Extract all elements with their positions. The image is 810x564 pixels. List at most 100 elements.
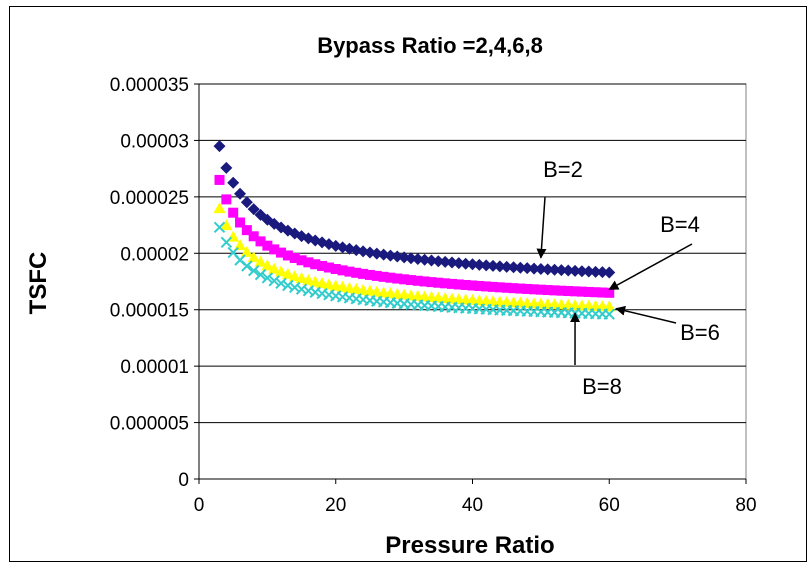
data-point xyxy=(220,161,233,174)
data-point xyxy=(398,251,411,264)
y-tick-label: 0.00001 xyxy=(120,357,189,378)
data-point xyxy=(535,284,546,295)
data-point xyxy=(268,275,280,287)
data-point xyxy=(282,279,294,292)
data-point xyxy=(247,265,260,277)
data-point xyxy=(466,258,479,271)
y-tick-label: 0.00002 xyxy=(120,244,189,265)
x-tick-label: 0 xyxy=(194,495,205,516)
data-point xyxy=(364,269,375,280)
data-point xyxy=(596,266,609,279)
data-point xyxy=(337,265,348,276)
data-point xyxy=(480,259,493,272)
data-point xyxy=(295,272,308,284)
data-point xyxy=(556,285,567,296)
data-point xyxy=(323,262,334,273)
data-point xyxy=(302,273,315,285)
data-point xyxy=(500,260,513,273)
data-point xyxy=(514,261,527,274)
data-point xyxy=(282,250,293,261)
data-point xyxy=(247,203,260,216)
data-point xyxy=(392,273,403,284)
data-point xyxy=(371,270,382,281)
y-tick-label: 0.000005 xyxy=(110,414,189,435)
data-point xyxy=(275,265,288,277)
y-tick-label: 0.000015 xyxy=(110,301,189,322)
data-point xyxy=(576,286,587,297)
data-point xyxy=(261,272,274,284)
data-point xyxy=(542,285,553,296)
data-point xyxy=(289,281,301,294)
data-point xyxy=(255,236,266,247)
x-tick-label: 80 xyxy=(735,495,756,516)
data-point xyxy=(322,278,335,290)
data-point xyxy=(296,255,307,266)
data-point xyxy=(446,278,457,289)
data-point xyxy=(268,262,281,274)
y-axis-ticks: 0 0.000005 0.00001 0.000015 0.00002 0.000025 0… xyxy=(110,75,199,491)
data-point xyxy=(309,275,322,287)
series-b4 xyxy=(214,174,615,298)
series-b8 xyxy=(213,221,615,320)
x-tick-label: 60 xyxy=(599,495,620,516)
data-point xyxy=(235,217,246,228)
data-point xyxy=(227,176,240,189)
y-axis-title: TSFC xyxy=(25,252,52,315)
data-point xyxy=(214,174,225,185)
data-point xyxy=(228,207,239,218)
data-point xyxy=(330,263,341,274)
data-point xyxy=(213,140,226,153)
data-point xyxy=(555,264,568,277)
data-point xyxy=(488,281,499,292)
annotation-layer: B=2 B=4 B=6 B=8 xyxy=(536,157,720,399)
data-point xyxy=(404,252,417,265)
y-tick-label: 0 xyxy=(178,470,189,491)
data-point xyxy=(234,187,247,200)
data-point xyxy=(241,225,252,236)
data-point xyxy=(583,286,594,297)
data-point xyxy=(541,263,554,276)
data-point xyxy=(453,279,464,290)
data-point xyxy=(440,278,451,289)
data-point xyxy=(275,277,287,289)
data-point xyxy=(445,256,458,269)
data-point xyxy=(295,283,308,295)
data-point xyxy=(377,248,390,261)
data-point xyxy=(590,287,601,298)
data-point xyxy=(240,196,253,209)
data-point xyxy=(508,283,519,294)
data-point xyxy=(405,275,416,286)
data-point xyxy=(269,244,280,255)
data-point xyxy=(597,287,608,298)
data-point xyxy=(288,270,301,282)
data-point xyxy=(474,280,485,291)
data-point xyxy=(254,255,267,267)
data-point xyxy=(316,276,329,288)
data-point xyxy=(563,286,574,297)
data-point xyxy=(481,281,492,292)
data-point xyxy=(254,268,267,281)
data-point xyxy=(515,283,526,294)
annotation-label: B=2 xyxy=(543,157,583,182)
data-point xyxy=(378,271,389,282)
data-point xyxy=(569,264,582,277)
data-point xyxy=(411,253,424,266)
data-point xyxy=(276,247,287,258)
series-b6 xyxy=(213,202,616,312)
data-point xyxy=(220,236,233,249)
data-point xyxy=(575,265,588,278)
chart-title: Bypass Ratio =2,4,6,8 xyxy=(317,33,543,58)
data-point xyxy=(418,253,431,266)
x-axis-title: Pressure Ratio xyxy=(385,532,554,559)
data-point xyxy=(358,268,369,279)
data-point xyxy=(317,260,328,271)
annotation-label: B=8 xyxy=(582,374,622,399)
series-layer xyxy=(213,140,616,320)
annotation-arrow xyxy=(615,305,677,324)
data-point xyxy=(399,274,410,285)
data-point xyxy=(452,257,465,270)
data-point xyxy=(303,257,314,268)
data-point xyxy=(433,277,444,288)
data-point xyxy=(604,287,615,298)
